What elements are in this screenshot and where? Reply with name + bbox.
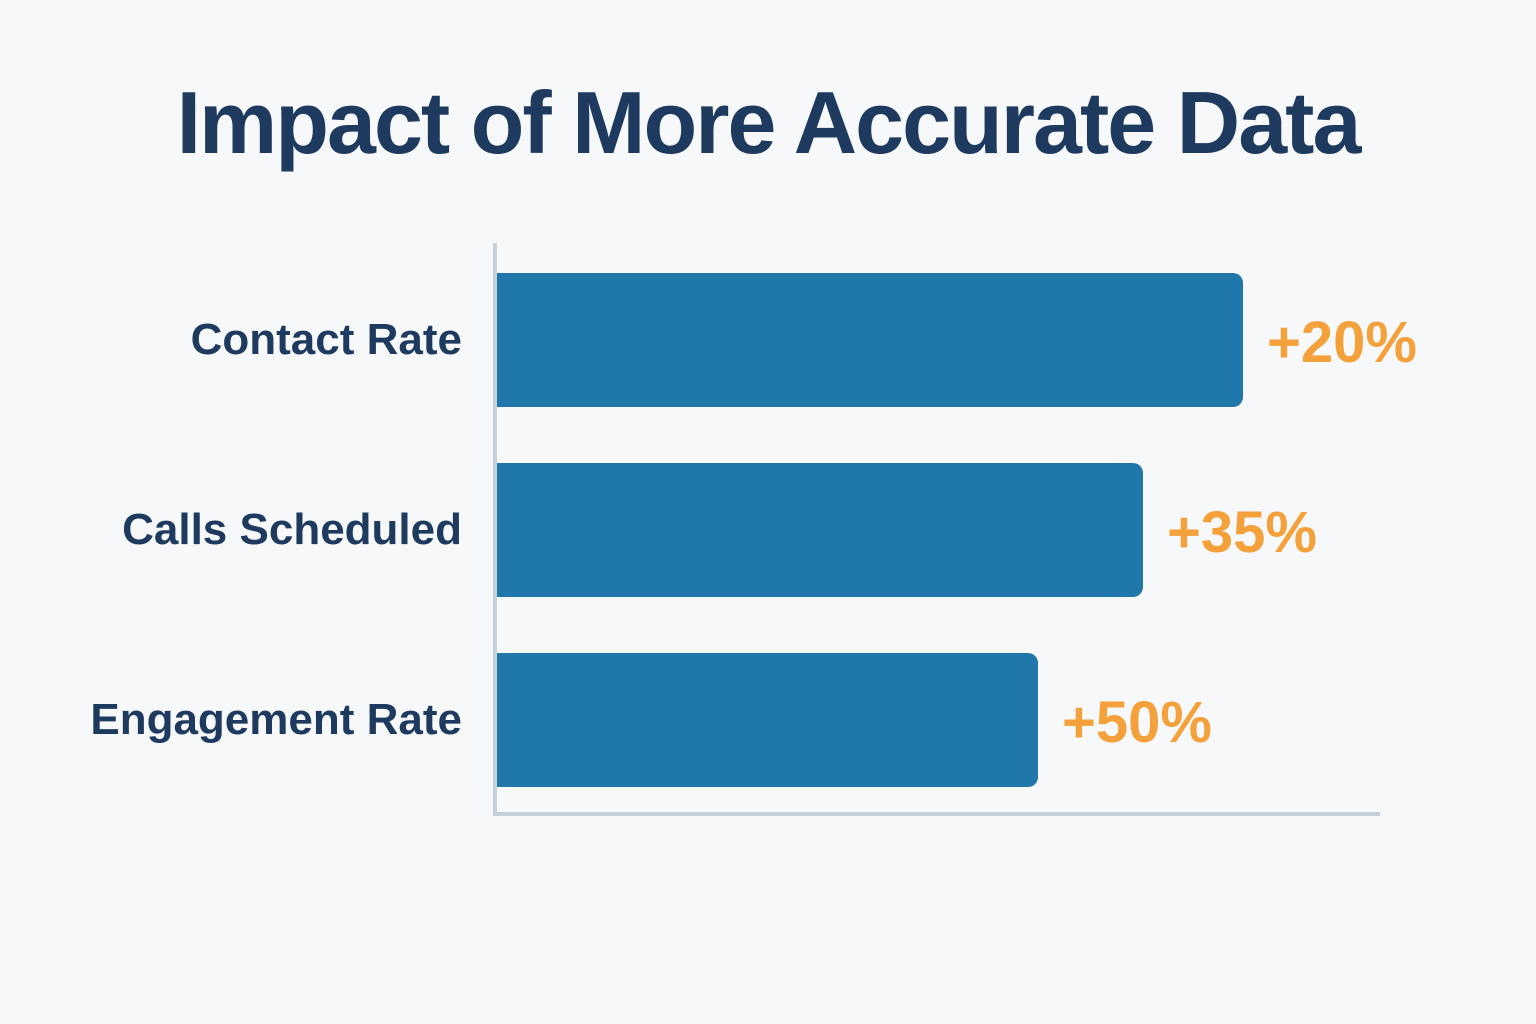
bar [497, 273, 1243, 407]
value-label: +35% [1167, 500, 1317, 565]
category-label: Calls Scheduled [122, 505, 462, 554]
bar-row: Calls Scheduled +35% [0, 463, 1536, 597]
category-label: Contact Rate [190, 315, 462, 364]
value-label: +20% [1267, 310, 1417, 375]
category-label: Engagement Rate [90, 695, 462, 744]
bar [497, 463, 1143, 597]
bar [497, 653, 1038, 787]
bar-row: Contact Rate +20% [0, 273, 1536, 407]
chart-title: Impact of More Accurate Data [176, 73, 1362, 172]
value-label: +50% [1062, 690, 1212, 755]
bar-row: Engagement Rate +50% [0, 653, 1536, 787]
plot-area [493, 243, 1380, 816]
